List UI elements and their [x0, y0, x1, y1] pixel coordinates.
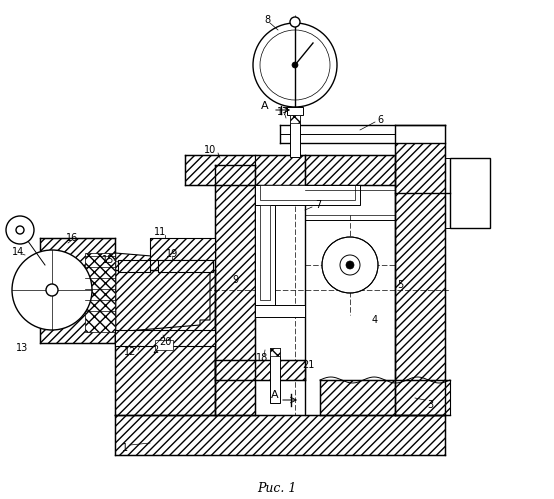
Circle shape: [290, 17, 300, 27]
Text: 2: 2: [152, 345, 158, 355]
Bar: [270, 348, 280, 356]
Text: Рис. 1: Рис. 1: [257, 482, 297, 495]
Bar: [155, 340, 173, 350]
Circle shape: [16, 226, 24, 234]
Bar: [255, 305, 305, 317]
Text: 5: 5: [397, 280, 403, 290]
Text: 14: 14: [12, 247, 24, 257]
Circle shape: [253, 23, 337, 107]
Bar: [215, 165, 255, 415]
Bar: [215, 360, 305, 380]
Bar: [290, 115, 300, 157]
Text: A: A: [271, 390, 279, 400]
Circle shape: [292, 62, 298, 68]
Bar: [150, 238, 215, 260]
Text: 8: 8: [264, 15, 270, 25]
Text: 19: 19: [166, 249, 178, 259]
Text: 20: 20: [159, 337, 171, 347]
Bar: [185, 155, 255, 185]
Text: 1: 1: [122, 443, 128, 453]
Bar: [305, 155, 395, 185]
Bar: [320, 380, 450, 415]
Circle shape: [322, 237, 378, 293]
Bar: [270, 348, 280, 403]
Circle shape: [46, 284, 58, 296]
Text: 3: 3: [427, 400, 433, 410]
Bar: [260, 205, 270, 300]
Bar: [158, 260, 213, 272]
Circle shape: [340, 255, 360, 275]
Text: 21: 21: [302, 360, 314, 370]
Bar: [118, 260, 150, 272]
Bar: [280, 125, 445, 143]
Text: A: A: [261, 101, 269, 111]
Bar: [395, 125, 445, 415]
Bar: [287, 107, 303, 115]
Bar: [85, 253, 115, 332]
Bar: [40, 238, 115, 343]
Circle shape: [260, 30, 330, 100]
Polygon shape: [115, 253, 210, 332]
Circle shape: [12, 250, 92, 330]
Bar: [115, 415, 445, 455]
Bar: [450, 158, 490, 228]
Text: 16: 16: [66, 233, 78, 243]
Bar: [115, 270, 215, 415]
Text: 10: 10: [204, 145, 216, 155]
Text: 9: 9: [232, 275, 238, 285]
Text: 7: 7: [315, 200, 321, 210]
Text: 15: 15: [102, 255, 114, 265]
Text: 6: 6: [377, 115, 383, 125]
Text: 11: 11: [154, 227, 166, 237]
Bar: [255, 155, 305, 185]
Text: 18: 18: [256, 353, 268, 363]
Text: 17: 17: [277, 107, 289, 117]
Circle shape: [346, 261, 354, 269]
Bar: [255, 185, 360, 205]
Bar: [115, 330, 215, 346]
Text: 13: 13: [16, 343, 28, 353]
Text: 4: 4: [372, 315, 378, 325]
Bar: [260, 185, 355, 200]
Text: 12: 12: [124, 347, 136, 357]
Bar: [255, 205, 275, 305]
Bar: [290, 115, 300, 123]
Circle shape: [6, 216, 34, 244]
